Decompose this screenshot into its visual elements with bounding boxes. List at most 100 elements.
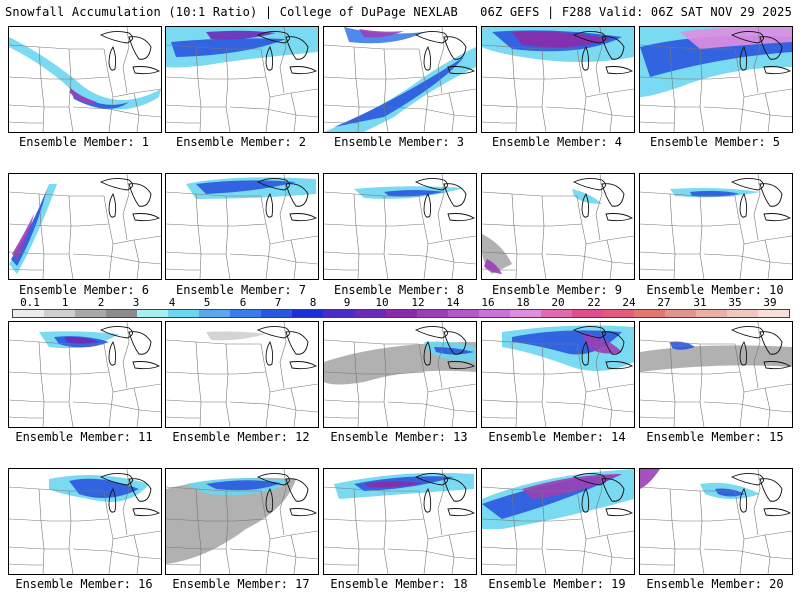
state-border [324,399,384,403]
state-border [585,383,634,393]
state-border [541,343,547,427]
member-map-19 [481,468,635,575]
colorbar-cell [13,310,45,317]
colorbar-tick-label: 27 [657,296,671,309]
great-lakes-outline [108,46,117,71]
state-border [324,44,419,50]
member-label: Ensemble Member: 7 [175,283,307,297]
great-lakes-outline [108,488,117,513]
state-border [743,88,792,98]
state-border [269,383,318,393]
colorbar-tick-label: 22 [587,296,601,309]
state-border [324,191,419,197]
great-lakes-outline [605,66,634,75]
snowfall-contour [384,190,444,197]
colorbar-tick-label: 1 [61,296,69,309]
state-border [225,48,231,132]
state-border [387,548,476,560]
member-label: Ensemble Member: 2 [175,135,307,149]
member-map-7 [165,173,319,280]
colorbar-cell [727,310,759,317]
colorbar-tick-label: 0.1 [20,296,40,309]
great-lakes-outline [581,46,590,71]
snowfall-map [324,469,476,574]
member-map-17 [165,468,319,575]
state-border [103,48,114,132]
map-title: Snowfall Accumulation (10:1 Ratio) | Col… [5,5,458,19]
state-border [68,195,74,279]
great-lakes-outline [763,213,792,222]
state-border [324,268,358,271]
state-border [448,239,455,279]
great-lakes-outline [572,472,606,486]
member-map-1 [8,26,162,133]
colorbar-cell [385,310,417,317]
state-border [387,401,476,413]
great-lakes-outline [605,213,634,222]
state-border [640,486,735,492]
state-border [585,530,634,540]
colorbar-cell [540,310,572,317]
snowfall-contour [69,478,139,498]
state-border [269,530,318,540]
state-border [640,546,700,550]
state-border [669,341,676,427]
state-border [166,486,261,492]
state-border [133,239,140,279]
state-border [9,44,104,50]
state-border [640,563,674,566]
great-lakes-outline [128,478,152,502]
great-lakes-outline [256,177,290,191]
state-border [448,387,455,427]
state-border [324,563,358,566]
state-border [269,235,318,245]
state-border [9,191,104,197]
state-border [324,121,358,124]
state-border [324,371,425,375]
state-border [595,469,603,536]
state-border [324,546,384,550]
snowfall-contour [206,30,276,40]
state-border [38,193,45,279]
member-map-8 [323,173,477,280]
snowfall-map [640,27,792,132]
colorbar-cell [44,310,76,317]
state-border [753,27,761,94]
state-border [38,488,45,574]
colorbar-cell [199,310,231,317]
snowfall-colorbar [12,309,790,318]
snowfall-contour [434,347,474,355]
member-label: Ensemble Member: 4 [491,135,623,149]
great-lakes-outline [423,193,432,218]
state-border [9,339,104,345]
state-border [427,235,476,245]
snowfall-map [166,27,318,132]
member-label: Ensemble Member: 10 [646,283,784,297]
state-border [418,490,429,574]
member-map-18 [323,468,477,575]
state-border [324,76,425,80]
state-border [122,174,130,241]
state-border [9,121,43,124]
state-border [743,383,792,393]
state-border [418,48,429,132]
state-border [68,343,74,427]
colorbar-cell [633,310,665,317]
member-label: Ensemble Member: 6 [18,283,150,297]
snowfall-contour [359,29,404,38]
state-border [9,399,69,403]
great-lakes-outline [447,508,476,517]
colorbar-tick-label: 35 [728,296,742,309]
state-border [225,490,231,574]
state-border [482,76,583,80]
state-border [699,343,705,427]
member-label: Ensemble Member: 19 [488,577,626,591]
colorbar-tick-label: 18 [516,296,530,309]
state-border [595,174,603,241]
state-border [482,518,583,522]
colorbar-cell [758,310,790,317]
state-border [576,343,587,427]
state-border [9,371,110,375]
state-border [9,416,43,419]
state-border [734,343,745,427]
